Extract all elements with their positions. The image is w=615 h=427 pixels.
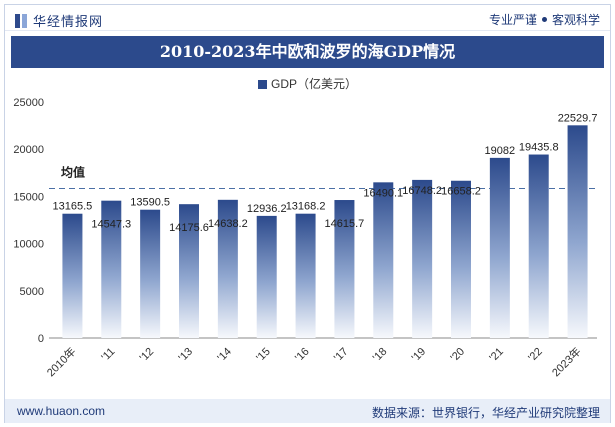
footer-url[interactable]: www.huaon.com [17,404,106,418]
bar-value-label: 16490.1 [363,187,403,199]
bar-value-label: 13165.5 [53,201,93,213]
bar-value-label: 14615.7 [325,218,365,230]
footer-bar: www.huaon.com 数据来源：世界银行，华经产业研究院整理 [5,399,610,423]
bar-value-label: 22529.7 [558,112,598,124]
x-tick-label: '12 [138,346,157,365]
top-bar: 华经情报网 专业严谨 客观科学 [5,5,610,31]
x-tick-label: '14 [215,346,234,365]
data-source: 数据来源：世界银行，华经产业研究院整理 [371,406,600,420]
x-tick-label: 2023年 [549,344,584,379]
legend-label: GDP（亿美元） [270,77,357,91]
bar-value-label: 19435.8 [519,142,559,154]
y-tick-label: 0 [38,333,44,345]
bar [179,204,199,338]
x-tick-label: 2010年 [44,344,79,379]
slogan-left: 专业严谨 [488,13,537,27]
bar-value-label: 14175.6 [169,222,209,234]
x-tick-label: '17 [332,346,351,365]
bar-value-label: 14638.2 [208,218,248,230]
bar-value-label: 13590.5 [130,197,170,209]
bar [62,213,83,338]
x-tick-label: '19 [410,346,429,365]
huajing-logo-icon [15,13,27,28]
bullet-dot-icon [541,17,547,23]
bar-value-label: 19082 [485,145,516,157]
x-tick-label: '16 [293,346,312,365]
bar [101,200,122,338]
bar [217,199,238,338]
brand-name: 华经情报网 [33,14,104,29]
chart-title: 2010-2023年中欧和波罗的海GDP情况 [11,36,604,68]
x-tick-label: '22 [526,346,545,365]
y-tick-label: 5000 [20,286,44,298]
bar [140,209,161,338]
x-tick-label: '11 [99,346,117,364]
bar [256,215,277,338]
x-tick-label: '13 [176,346,195,365]
average-label: 均值 [61,164,85,179]
chart-frame: 华经情报网 专业严谨 客观科学 2010-2023年中欧和波罗的海GDP情况 GD… [4,4,611,423]
bar [373,182,394,338]
bar-chart: 0 5000 10000 15000 20000 25000 均值 13165.5 2010年 1… [13,97,598,379]
bar [528,154,549,338]
bar-value-label: 16748.2 [402,185,442,197]
bar-value-label: 12936.2 [247,203,287,215]
bar [412,179,433,338]
bar-value-label: 16658.2 [441,186,481,198]
y-tick-label: 20000 [13,144,44,156]
x-tick-label: '20 [448,346,467,365]
bar [489,157,510,338]
x-tick-label: '21 [487,346,506,365]
bar [334,200,355,338]
x-tick-label: '15 [254,346,273,365]
slogan: 专业严谨 客观科学 [489,11,600,28]
y-tick-label: 15000 [13,191,44,203]
brand-logo[interactable]: 华经情报网 [15,11,103,30]
bar [451,180,471,338]
x-tick-label: '18 [371,346,390,365]
legend-swatch [257,80,267,90]
chart-legend: GDP（亿美元） [5,75,610,92]
slogan-right: 客观科学 [551,13,600,27]
y-tick-label: 25000 [13,97,44,109]
y-tick-label: 10000 [13,239,44,251]
bar-value-label: 13168.2 [286,201,326,213]
bar [295,213,316,338]
bar-value-label: 14547.3 [91,219,131,231]
bar [567,125,588,338]
